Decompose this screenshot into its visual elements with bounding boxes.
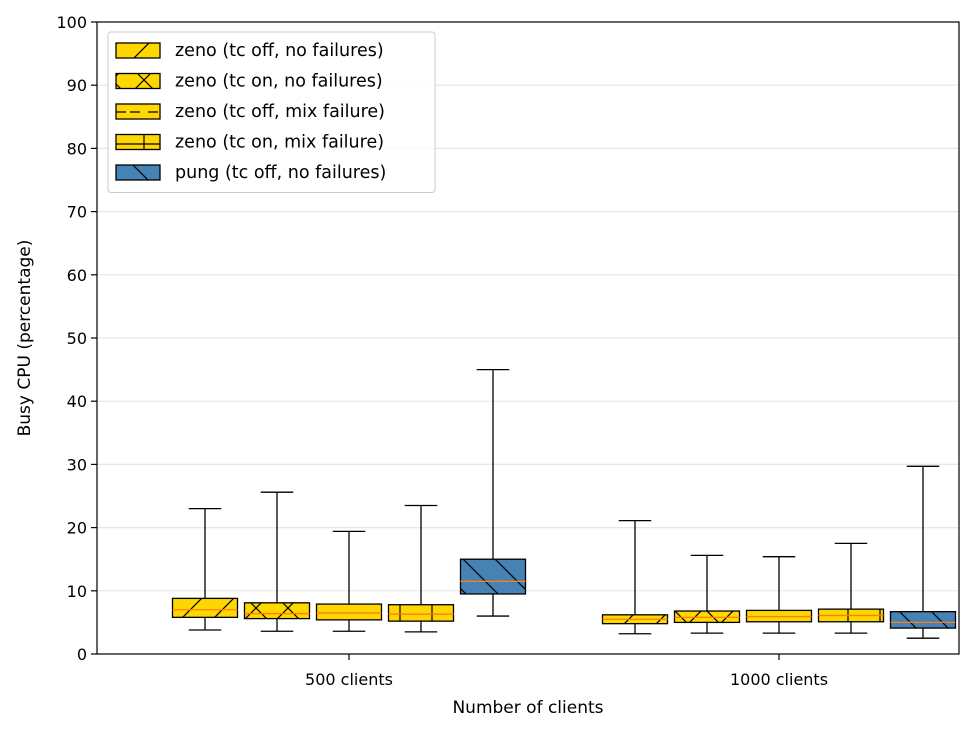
y-tick-label: 90 xyxy=(67,76,87,95)
box-hatch xyxy=(316,604,382,620)
box-hatch xyxy=(172,598,238,618)
y-tick-label: 40 xyxy=(67,392,87,411)
legend-label: zeno (tc off, no failures) xyxy=(175,41,384,61)
legend-swatch-outline xyxy=(115,133,161,151)
legend-frame xyxy=(107,31,436,193)
box-plots xyxy=(171,368,957,639)
x-axis-label: Number of clients xyxy=(452,698,603,718)
box-hatch xyxy=(890,611,956,629)
grid-lines xyxy=(97,84,959,592)
box-outline xyxy=(171,597,239,618)
x-axis-ticks: 500 clients 1000 clients xyxy=(305,654,828,689)
y-tick-label: 60 xyxy=(67,266,87,285)
y-tick-label: 20 xyxy=(67,519,87,538)
box-hatch xyxy=(388,604,454,622)
legend-label: zeno (tc on, no failures) xyxy=(175,72,383,92)
legend-swatch-outline xyxy=(115,72,161,90)
box-4-1 xyxy=(387,504,455,633)
box-outline xyxy=(387,604,455,622)
y-axis-label: Busy CPU (percentage) xyxy=(15,240,35,437)
y-tick-label: 50 xyxy=(67,329,87,348)
legend-label: zeno (tc on, mix failure) xyxy=(175,133,384,153)
legend-swatch-hatch xyxy=(116,43,160,58)
y-tick-label: 80 xyxy=(67,139,87,158)
y-tick-label: 10 xyxy=(67,582,87,601)
legend: zeno (tc off, no failures) zeno (tc on, n… xyxy=(107,31,436,193)
box-2-1 xyxy=(243,491,311,632)
box-1-2 xyxy=(601,519,669,635)
box-2-2 xyxy=(673,554,741,634)
y-tick-label: 70 xyxy=(67,203,87,222)
legend-label: pung (tc off, no failures) xyxy=(175,163,386,183)
legend-swatch-outline xyxy=(115,103,161,120)
y-axis-ticks: 0 10 20 30 40 50 60 70 80 90 100 xyxy=(56,13,97,664)
box-outline xyxy=(315,603,383,621)
legend-label: zeno (tc off, mix failure) xyxy=(175,102,385,122)
legend-swatch-hatch xyxy=(116,104,160,119)
box-3-2 xyxy=(745,556,813,634)
box-outline xyxy=(243,602,311,620)
legend-swatch-hatch xyxy=(116,134,160,150)
box-outline xyxy=(889,611,957,629)
box-hatch xyxy=(244,602,310,619)
x-tick-label: 500 clients xyxy=(305,670,393,689)
y-tick-label: 100 xyxy=(56,13,87,32)
box-5-2 xyxy=(889,465,957,639)
legend-swatch-outline xyxy=(115,42,161,59)
legend-swatch-outline xyxy=(115,164,161,181)
legend-swatch-hatch xyxy=(116,165,160,180)
box-3-1 xyxy=(315,530,383,632)
y-tick-label: 0 xyxy=(77,645,87,664)
box-outline xyxy=(459,558,527,595)
box-4-2 xyxy=(817,542,885,634)
y-tick-label: 30 xyxy=(67,455,87,474)
box-1-1 xyxy=(171,507,239,631)
legend-swatch-hatch xyxy=(116,73,160,89)
box-hatch xyxy=(460,559,526,594)
x-tick-label: 1000 clients xyxy=(730,670,828,689)
box-5-1 xyxy=(459,368,527,617)
